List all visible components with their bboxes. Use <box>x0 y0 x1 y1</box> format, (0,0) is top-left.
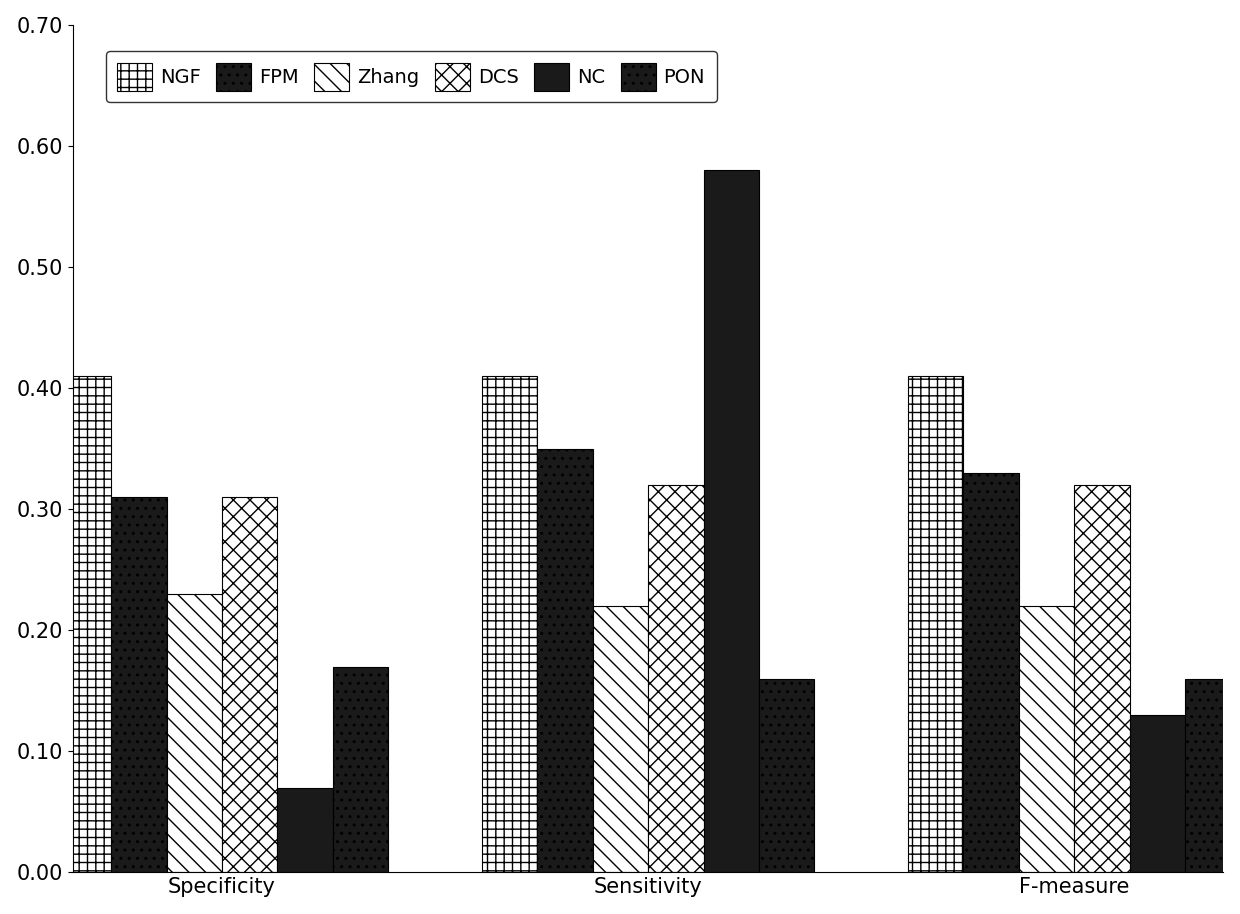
Bar <box>649 485 703 873</box>
Bar <box>963 473 1019 873</box>
Bar <box>56 376 112 873</box>
Bar <box>703 170 759 873</box>
Bar <box>222 497 278 873</box>
Legend: NGF, FPM, Zhang, DCS, NC, PON: NGF, FPM, Zhang, DCS, NC, PON <box>105 51 717 102</box>
Bar <box>1185 679 1240 873</box>
Bar <box>759 679 815 873</box>
Bar <box>278 788 332 873</box>
Bar <box>908 376 963 873</box>
Bar <box>1019 606 1074 873</box>
Bar <box>1130 715 1185 873</box>
Bar <box>332 666 388 873</box>
Bar <box>1074 485 1130 873</box>
Bar <box>166 594 222 873</box>
Bar <box>593 606 649 873</box>
Bar <box>537 449 593 873</box>
Bar <box>482 376 537 873</box>
Bar <box>112 497 166 873</box>
